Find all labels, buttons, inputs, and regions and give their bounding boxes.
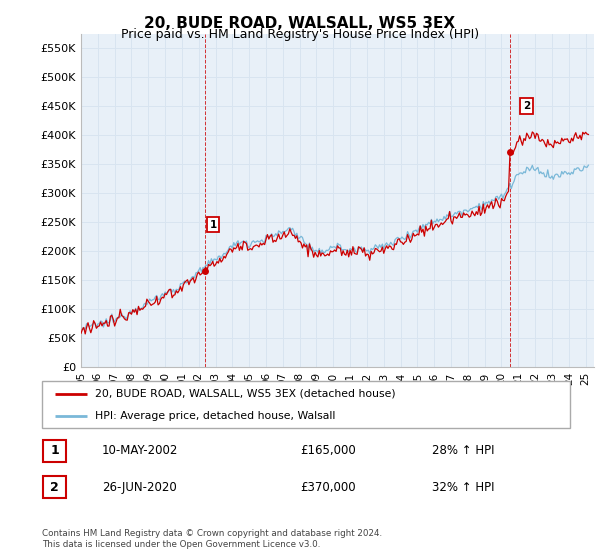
Text: 28% ↑ HPI: 28% ↑ HPI bbox=[432, 444, 494, 458]
Text: 1: 1 bbox=[209, 220, 217, 230]
Text: HPI: Average price, detached house, Walsall: HPI: Average price, detached house, Wals… bbox=[95, 410, 335, 421]
Text: £370,000: £370,000 bbox=[300, 480, 356, 494]
Text: 1: 1 bbox=[50, 444, 59, 458]
Text: 26-JUN-2020: 26-JUN-2020 bbox=[102, 480, 177, 494]
Text: 2: 2 bbox=[50, 480, 59, 494]
Text: 32% ↑ HPI: 32% ↑ HPI bbox=[432, 480, 494, 494]
Text: Price paid vs. HM Land Registry's House Price Index (HPI): Price paid vs. HM Land Registry's House … bbox=[121, 28, 479, 41]
Text: 10-MAY-2002: 10-MAY-2002 bbox=[102, 444, 178, 458]
Text: 20, BUDE ROAD, WALSALL, WS5 3EX (detached house): 20, BUDE ROAD, WALSALL, WS5 3EX (detache… bbox=[95, 389, 395, 399]
Text: 20, BUDE ROAD, WALSALL, WS5 3EX: 20, BUDE ROAD, WALSALL, WS5 3EX bbox=[145, 16, 455, 31]
Text: 2: 2 bbox=[523, 101, 530, 111]
Text: Contains HM Land Registry data © Crown copyright and database right 2024.
This d: Contains HM Land Registry data © Crown c… bbox=[42, 529, 382, 549]
Text: £165,000: £165,000 bbox=[300, 444, 356, 458]
